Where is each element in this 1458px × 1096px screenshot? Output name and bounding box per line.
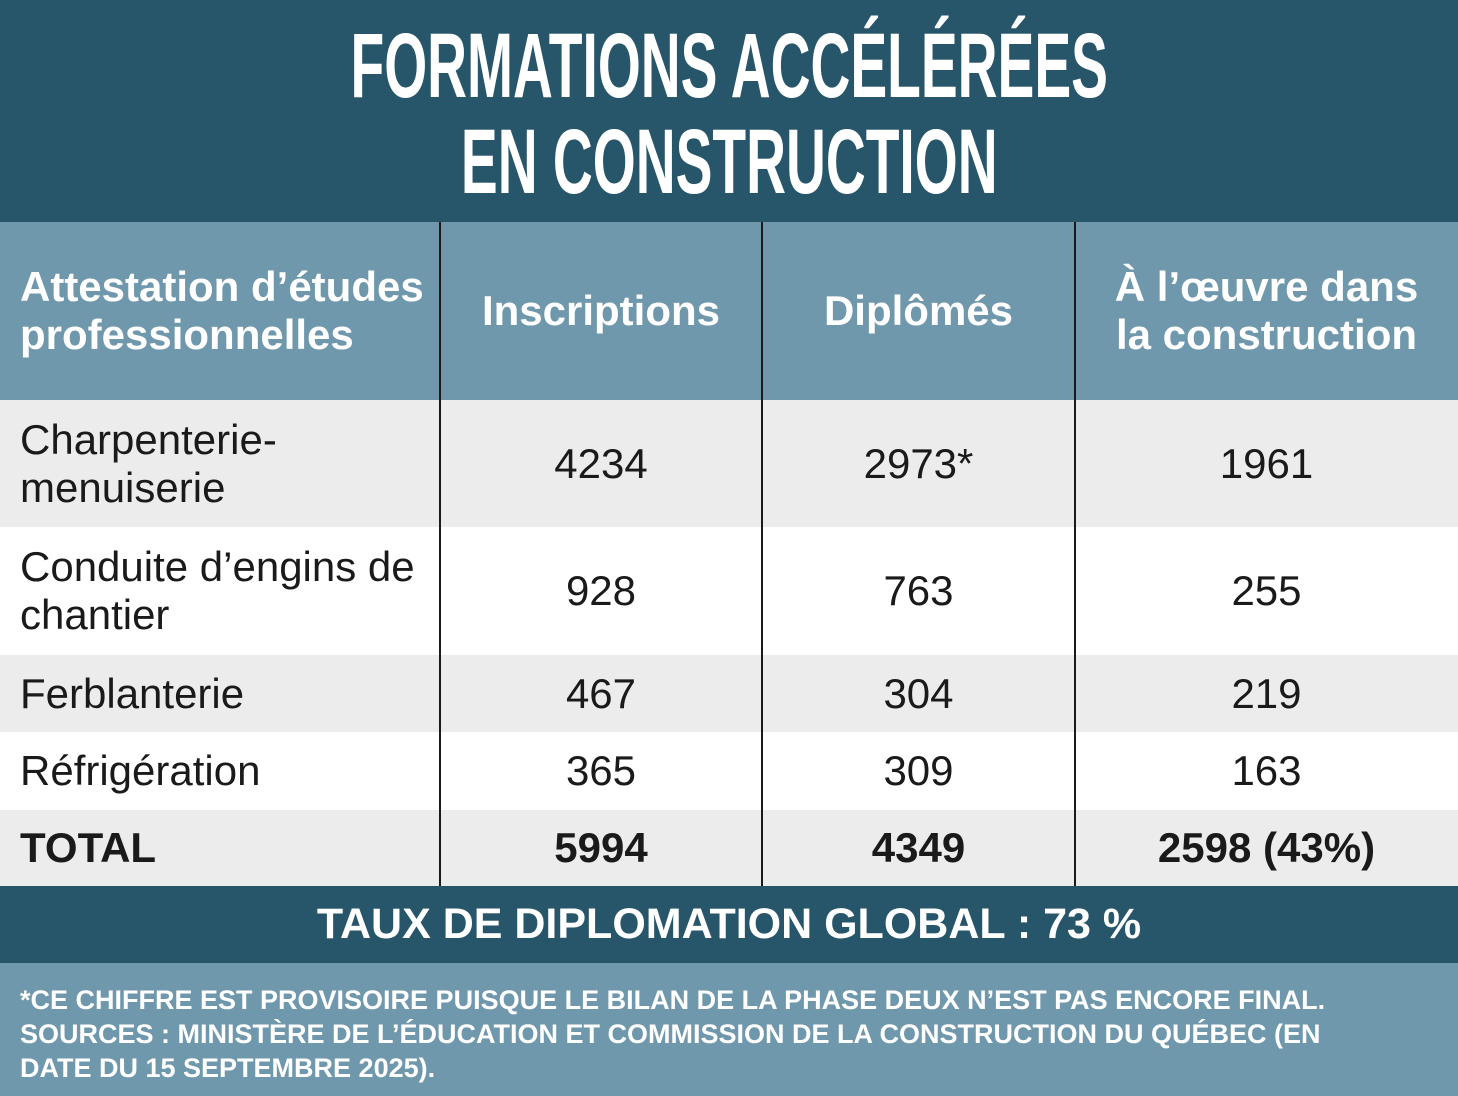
table-row: Conduite d’engins de chantier 928 763 255 <box>0 527 1458 655</box>
table-cell: 5994 <box>554 824 648 871</box>
table-cell: Ferblanterie <box>20 669 245 717</box>
table-cell: Attestation d’études professionnelles <box>20 263 424 358</box>
note: *CE CHIFFRE EST PROVISOIRE PUISQUE LE BI… <box>0 963 1458 1096</box>
table-row: TOTAL 5994 4349 2598 (43%) <box>0 810 1458 886</box>
table-cell: Charpenterie-menuiserie <box>20 415 277 511</box>
table-row: Charpenterie-menuiserie 4234 2973* 1961 <box>0 400 1458 527</box>
column-divider <box>761 222 763 886</box>
table-row: Attestation d’études professionnelles Ins… <box>0 222 1458 400</box>
table-cell: 309 <box>883 747 954 794</box>
table-cell: 1961 <box>1219 439 1314 487</box>
table-cell: Réfrigération <box>20 747 261 794</box>
table-cell: 2598 (43%) <box>1157 824 1376 871</box>
table-cell: 928 <box>565 567 637 614</box>
column-divider <box>1074 222 1076 886</box>
table-cell: 4234 <box>554 439 648 487</box>
table-cell: 304 <box>883 669 954 717</box>
table-cell: 2973* <box>863 439 974 487</box>
table-cell: Diplômés <box>823 287 1014 334</box>
title-line: FORMATIONS ACCÉLÉRÉES <box>350 15 1108 117</box>
summary: TAUX DE DIPLOMATION GLOBAL : 73 % <box>0 886 1458 963</box>
column-divider <box>439 222 441 886</box>
table-cell: Conduite d’engins de chantier <box>20 543 415 638</box>
table-cell: 4349 <box>871 824 966 871</box>
table-row: Réfrigération 365 309 163 <box>0 732 1458 810</box>
table-row: Ferblanterie 467 304 219 <box>0 655 1458 732</box>
title-line: EN CONSTRUCTION <box>460 111 998 213</box>
table-cell: 255 <box>1231 567 1302 614</box>
table-cell: 365 <box>565 747 637 794</box>
table-cell: 763 <box>883 567 954 614</box>
title-band: FORMATIONS ACCÉLÉRÉES EN CONSTRUCTION <box>0 0 1458 222</box>
table-cell: Inscriptions <box>481 287 721 334</box>
table-cell: 219 <box>1231 669 1302 717</box>
table-cell: TOTAL <box>20 824 157 871</box>
table-cell: 467 <box>565 669 637 717</box>
table-cell: À l’œuvre dans la construction <box>1114 263 1419 358</box>
table-cell: 163 <box>1231 747 1302 794</box>
